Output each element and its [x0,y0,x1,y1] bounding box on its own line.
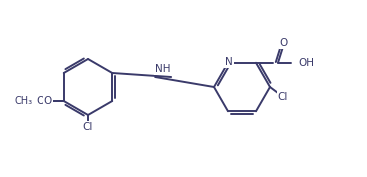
Text: Cl: Cl [83,122,93,132]
Text: NH: NH [155,64,171,74]
Text: OH: OH [298,58,314,68]
Text: N: N [225,57,233,67]
Text: Cl: Cl [278,92,288,102]
Text: CH₃: CH₃ [15,96,33,106]
Text: O: O [37,96,45,106]
Text: O: O [44,96,52,106]
Text: O: O [280,38,288,48]
